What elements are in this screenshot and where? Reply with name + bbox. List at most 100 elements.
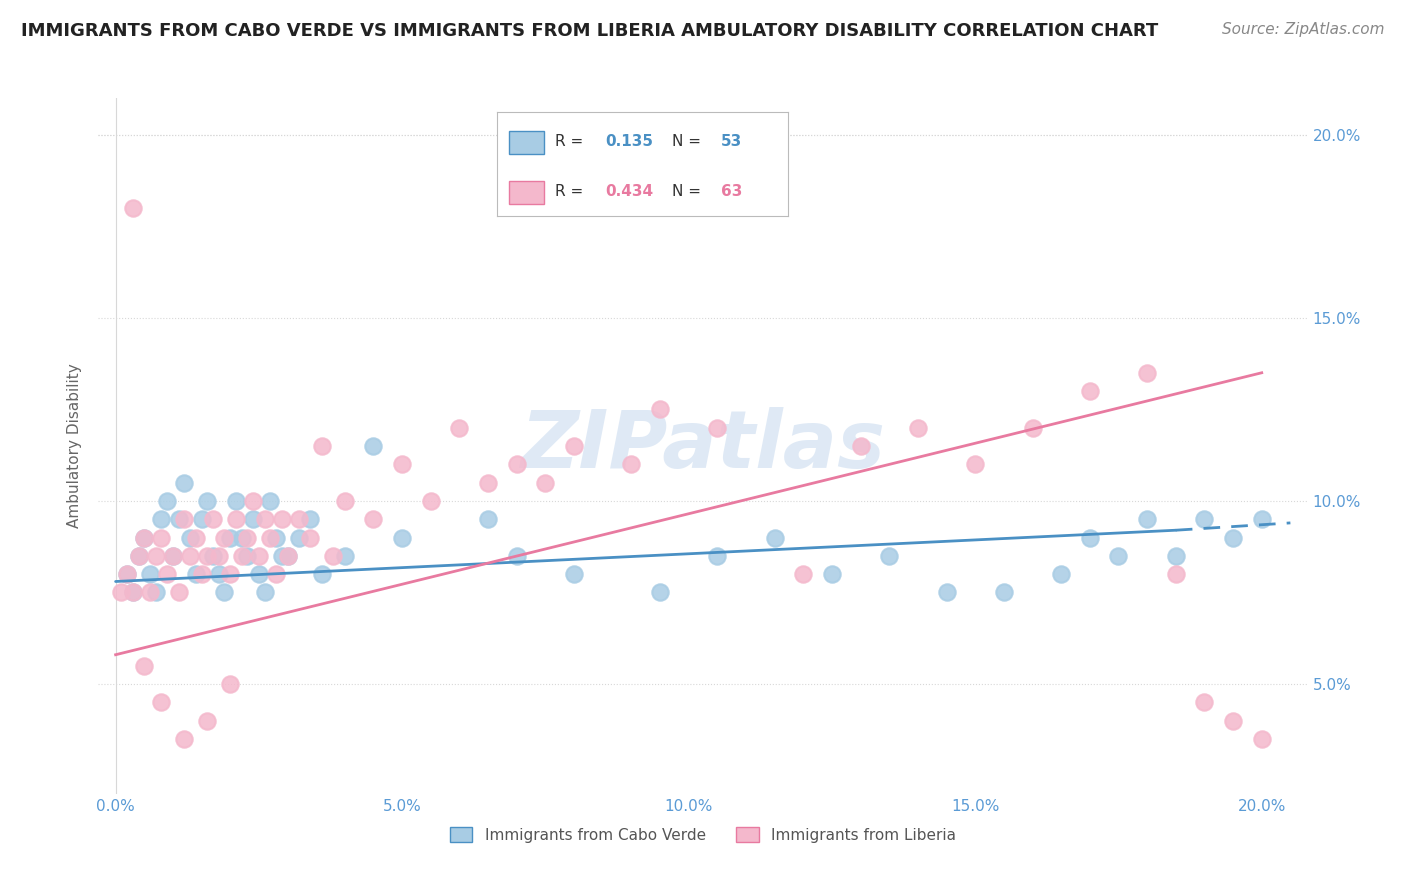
Point	[195, 494, 218, 508]
Point	[1136, 366, 1159, 380]
Point	[253, 512, 276, 526]
Point	[259, 494, 281, 508]
Point	[322, 549, 344, 563]
Point	[173, 475, 195, 490]
Point	[139, 585, 162, 599]
Point	[299, 512, 322, 526]
Point	[299, 531, 322, 545]
Point	[648, 402, 671, 417]
Point	[391, 458, 413, 472]
Point	[534, 475, 557, 490]
Point	[363, 439, 385, 453]
Point	[214, 585, 236, 599]
Point	[219, 677, 242, 691]
Point	[150, 531, 173, 545]
Text: Source: ZipAtlas.com: Source: ZipAtlas.com	[1222, 22, 1385, 37]
Point	[214, 531, 236, 545]
Point	[1194, 512, 1216, 526]
Point	[1164, 567, 1187, 582]
Point	[156, 567, 179, 582]
Point	[270, 549, 292, 563]
Point	[150, 512, 173, 526]
Text: IMMIGRANTS FROM CABO VERDE VS IMMIGRANTS FROM LIBERIA AMBULATORY DISABILITY CORR: IMMIGRANTS FROM CABO VERDE VS IMMIGRANTS…	[21, 22, 1159, 40]
Point	[190, 567, 212, 582]
Point	[270, 512, 292, 526]
Point	[134, 531, 156, 545]
Point	[162, 549, 184, 563]
Point	[121, 585, 143, 599]
Point	[145, 549, 167, 563]
Point	[156, 494, 179, 508]
Point	[145, 585, 167, 599]
Point	[242, 512, 264, 526]
Point	[139, 567, 162, 582]
Point	[115, 567, 138, 582]
Point	[333, 494, 356, 508]
Point	[236, 531, 259, 545]
Point	[620, 458, 643, 472]
Point	[134, 531, 156, 545]
Point	[935, 585, 957, 599]
Point	[311, 567, 333, 582]
Point	[167, 585, 190, 599]
Point	[506, 458, 529, 472]
Point	[562, 439, 585, 453]
Point	[202, 549, 225, 563]
Point	[792, 567, 814, 582]
Point	[247, 549, 270, 563]
Point	[993, 585, 1015, 599]
Point	[121, 585, 143, 599]
Point	[231, 549, 253, 563]
Point	[236, 549, 259, 563]
Point	[763, 531, 786, 545]
Point	[264, 567, 287, 582]
Point	[1222, 531, 1244, 545]
Point	[1164, 549, 1187, 563]
Point	[706, 420, 728, 434]
Point	[259, 531, 281, 545]
Point	[225, 512, 247, 526]
Point	[150, 695, 173, 709]
Point	[1194, 695, 1216, 709]
Point	[277, 549, 299, 563]
Text: ZIPatlas: ZIPatlas	[520, 407, 886, 485]
Y-axis label: Ambulatory Disability: Ambulatory Disability	[67, 364, 83, 528]
Point	[208, 567, 231, 582]
Point	[208, 549, 231, 563]
Point	[965, 458, 987, 472]
Point	[184, 567, 207, 582]
Point	[179, 549, 201, 563]
Point	[134, 658, 156, 673]
Point	[162, 549, 184, 563]
Point	[1078, 384, 1101, 398]
Point	[253, 585, 276, 599]
Point	[288, 512, 311, 526]
Point	[907, 420, 929, 434]
Legend: Immigrants from Cabo Verde, Immigrants from Liberia: Immigrants from Cabo Verde, Immigrants f…	[443, 821, 963, 849]
Point	[419, 494, 441, 508]
Point	[167, 512, 190, 526]
Point	[877, 549, 900, 563]
Point	[333, 549, 356, 563]
Point	[1021, 420, 1043, 434]
Point	[184, 531, 207, 545]
Point	[115, 567, 138, 582]
Point	[202, 512, 225, 526]
Point	[1078, 531, 1101, 545]
Point	[477, 475, 499, 490]
Point	[1136, 512, 1159, 526]
Point	[449, 420, 471, 434]
Point	[363, 512, 385, 526]
Point	[173, 731, 195, 746]
Point	[1250, 731, 1272, 746]
Point	[219, 567, 242, 582]
Point	[121, 201, 143, 215]
Point	[1050, 567, 1073, 582]
Point	[288, 531, 311, 545]
Point	[190, 512, 212, 526]
Point	[391, 531, 413, 545]
Point	[128, 549, 150, 563]
Point	[277, 549, 299, 563]
Point	[506, 549, 529, 563]
Point	[648, 585, 671, 599]
